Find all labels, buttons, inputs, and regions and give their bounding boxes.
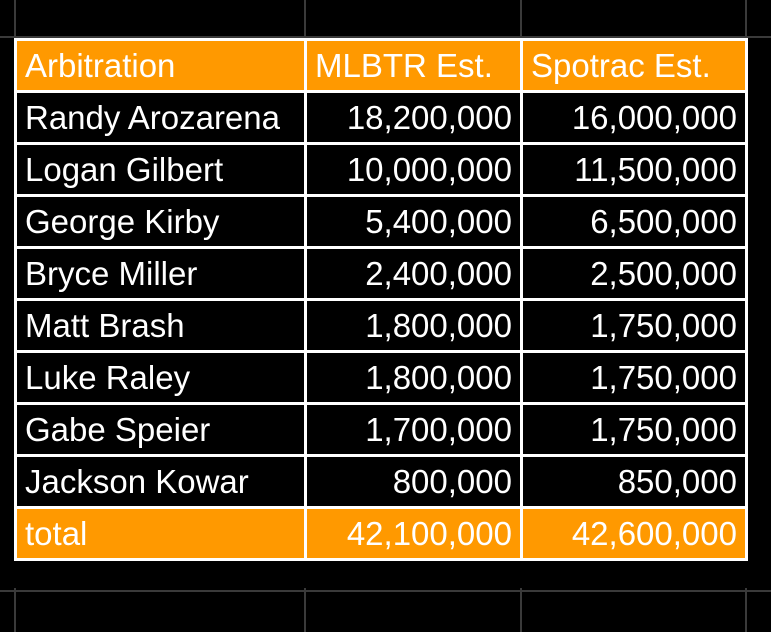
player-name-cell[interactable]: Randy Arozarena [14,90,307,145]
grid-line [304,0,306,38]
table-row: Luke Raley 1,800,000 1,750,000 [14,350,748,405]
header-row: Arbitration MLBTR Est. Spotrac Est. [14,38,748,93]
header-cell[interactable]: MLBTR Est. [304,38,523,93]
mlbtr-estimate-cell[interactable]: 1,800,000 [304,298,523,353]
spotrac-total-cell[interactable]: 42,600,000 [520,506,748,561]
grid-line [304,588,306,632]
mlbtr-estimate-cell[interactable]: 18,200,000 [304,90,523,145]
table-row: Bryce Miller 2,400,000 2,500,000 [14,246,748,301]
total-row: total 42,100,000 42,600,000 [14,506,748,561]
table-row: Matt Brash 1,800,000 1,750,000 [14,298,748,353]
spotrac-estimate-cell[interactable]: 2,500,000 [520,246,748,301]
player-name-cell[interactable]: Luke Raley [14,350,307,405]
spotrac-estimate-cell[interactable]: 1,750,000 [520,298,748,353]
mlbtr-estimate-cell[interactable]: 5,400,000 [304,194,523,249]
grid-line [0,590,771,592]
grid-line [745,588,747,632]
spotrac-estimate-cell[interactable]: 11,500,000 [520,142,748,197]
spotrac-estimate-cell[interactable]: 1,750,000 [520,350,748,405]
grid-line [14,0,16,38]
mlbtr-estimate-cell[interactable]: 800,000 [304,454,523,509]
player-name-cell[interactable]: George Kirby [14,194,307,249]
grid-line [520,588,522,632]
spotrac-estimate-cell[interactable]: 16,000,000 [520,90,748,145]
header-cell[interactable]: Spotrac Est. [520,38,748,93]
total-label-cell[interactable]: total [14,506,307,561]
mlbtr-total-cell[interactable]: 42,100,000 [304,506,523,561]
player-name-cell[interactable]: Gabe Speier [14,402,307,457]
arbitration-table: Arbitration MLBTR Est. Spotrac Est. Rand… [14,38,748,561]
header-cell[interactable]: Arbitration [14,38,307,93]
grid-line [14,588,16,632]
mlbtr-estimate-cell[interactable]: 1,700,000 [304,402,523,457]
table-row: Gabe Speier 1,700,000 1,750,000 [14,402,748,457]
spotrac-estimate-cell[interactable]: 6,500,000 [520,194,748,249]
mlbtr-estimate-cell[interactable]: 2,400,000 [304,246,523,301]
table-row: Randy Arozarena 18,200,000 16,000,000 [14,90,748,145]
grid-line [0,36,771,38]
grid-line [520,0,522,38]
table-row: Logan Gilbert 10,000,000 11,500,000 [14,142,748,197]
player-name-cell[interactable]: Logan Gilbert [14,142,307,197]
table-row: Jackson Kowar 800,000 850,000 [14,454,748,509]
mlbtr-estimate-cell[interactable]: 10,000,000 [304,142,523,197]
spotrac-estimate-cell[interactable]: 850,000 [520,454,748,509]
spotrac-estimate-cell[interactable]: 1,750,000 [520,402,748,457]
mlbtr-estimate-cell[interactable]: 1,800,000 [304,350,523,405]
player-name-cell[interactable]: Jackson Kowar [14,454,307,509]
player-name-cell[interactable]: Bryce Miller [14,246,307,301]
player-name-cell[interactable]: Matt Brash [14,298,307,353]
table-row: George Kirby 5,400,000 6,500,000 [14,194,748,249]
grid-line [745,0,747,38]
